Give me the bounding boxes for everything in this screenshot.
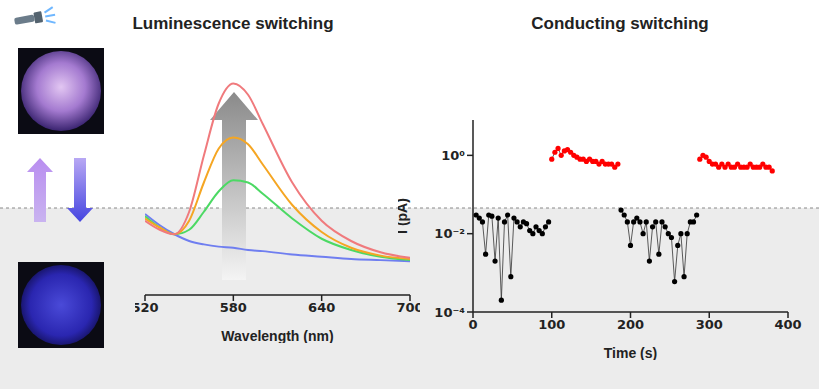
svg-text:200: 200	[617, 317, 644, 332]
html-text:Luminescence switching: Luminescence switching	[132, 14, 334, 33]
svg-text:520: 520	[135, 300, 159, 315]
svg-text:Wavelength (nm): Wavelength (nm)	[221, 328, 333, 343]
html-text:Conducting switching: Conducting switching	[531, 14, 709, 33]
svg-text:Time (s): Time (s)	[604, 345, 657, 360]
svg-text:580: 580	[220, 300, 247, 315]
svg-text:0: 0	[468, 317, 477, 332]
svg-text:I (pA): I (pA)	[398, 198, 410, 234]
svg-text:100: 100	[538, 317, 565, 332]
svg-text:300: 300	[696, 317, 723, 332]
svg-text:10⁻²: 10⁻²	[434, 226, 465, 241]
svg-text:10⁰: 10⁰	[441, 148, 465, 163]
svg-text:400: 400	[774, 317, 801, 332]
svg-text:10⁻⁴: 10⁻⁴	[434, 305, 465, 320]
svg-text:700: 700	[396, 300, 420, 315]
svg-text:640: 640	[308, 300, 335, 315]
